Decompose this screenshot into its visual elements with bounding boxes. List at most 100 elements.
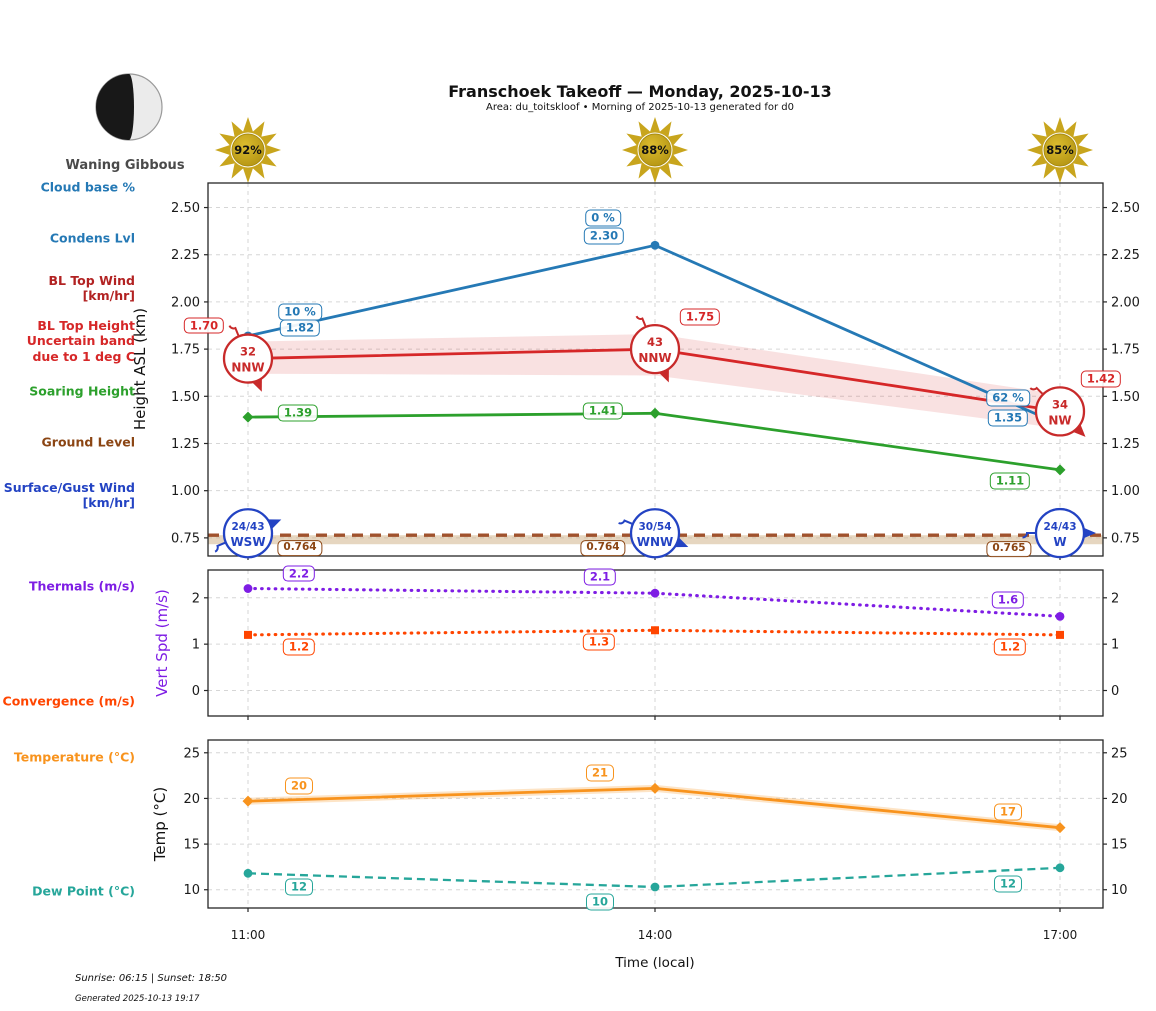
wind-annotation-WNW: 30/54 WNW [618, 508, 689, 559]
marker-square [651, 626, 659, 635]
chart-text: 2 [1111, 591, 1119, 606]
chart-text: 1 [1111, 638, 1119, 653]
chart-text: 1.25 [171, 437, 200, 452]
chart-text: 15 [1111, 838, 1128, 853]
wind-barb-tail [635, 315, 647, 327]
chart-text: 1.25 [1111, 437, 1140, 452]
legend-label-thermals-m-s-: Thermals (m/s) [28, 578, 135, 594]
legend-label-surface-gust-wind: Surface/Gust Wind [km/hr] [3, 479, 135, 510]
chart-text: 1.75 [171, 343, 200, 358]
chart-text: 24/43 [1043, 521, 1076, 533]
marker-circle [1055, 611, 1065, 621]
chart-text: 34 [1052, 397, 1068, 411]
chart-text: 32 [240, 345, 256, 359]
chart-text: 2.50 [1111, 201, 1140, 216]
point-label-thermals-m-s-: 2.1 [583, 568, 617, 586]
wind-annotation-NNW: 43 NNW [629, 315, 681, 383]
point-label-ground-level: 0.764 [580, 540, 626, 557]
chart-text: W [1053, 535, 1066, 549]
marker-diamond [242, 795, 254, 807]
chart-text: 10 [183, 883, 200, 898]
point-label-convergence-m-s-: 1.2 [993, 638, 1027, 656]
wind-arrow [658, 368, 669, 383]
chart-text: 0 [192, 684, 200, 699]
chart-text: 0.75 [1111, 531, 1140, 546]
chart-text: 15 [183, 838, 200, 853]
chart-text: 88% [641, 143, 669, 157]
point-label-ground-level: 0.765 [986, 541, 1032, 557]
legend-label-bl-top-height: BL Top Height Uncertain band due to 1 de… [26, 318, 135, 364]
wind-annotation-WSW: 24/43 WSW [214, 508, 282, 559]
marker-diamond [242, 411, 254, 423]
legend-label-cloud-base-: Cloud base % [40, 179, 135, 195]
marker-circle [650, 240, 660, 250]
marker-circle [1055, 863, 1065, 873]
chart-text: 2.25 [171, 248, 200, 263]
sun-times-footer: Sunrise: 06:15 | Sunset: 18:50 [75, 973, 228, 984]
point-label-condens-lvl: 2.30 [583, 227, 625, 245]
point-label-cloud-base-: 10 % [278, 303, 322, 321]
sun-icon: 92% [215, 117, 281, 183]
marker-circle [650, 882, 660, 892]
chart-text: 2.25 [1111, 248, 1140, 263]
chart-text: NW [1048, 413, 1071, 427]
point-label-temperature-c-: 21 [585, 764, 615, 782]
wind-barb-tail [214, 541, 226, 553]
x-tick-17:00: 17:00 [1042, 928, 1078, 942]
point-label-soaring-height: 1.39 [277, 404, 319, 422]
chart-text: NNW [638, 351, 671, 365]
chart-text: 30/54 [638, 521, 671, 533]
chart-text: 1.50 [171, 390, 200, 405]
point-label-condens-lvl: 1.35 [987, 409, 1029, 427]
legend-label-condens-lvl: Condens Lvl [49, 230, 135, 246]
chart-text: 10 [1111, 883, 1128, 898]
moon-icon [95, 73, 163, 141]
y-axis-label-height: Height ASL (km) [131, 307, 149, 431]
wind-arrow [1083, 527, 1096, 539]
point-label-ground-level: 0.764 [277, 540, 323, 557]
wind-arrow [267, 519, 282, 530]
uncertainty-band [248, 334, 1060, 429]
panel-frame [207, 739, 1104, 909]
point-label-bl-top-height: 1.75 [679, 308, 721, 326]
chart-text: 2 [192, 591, 200, 606]
wind-barb-tail [618, 519, 633, 525]
chart-text: 25 [183, 746, 200, 761]
generated-footer: Generated 2025-10-13 19:17 [75, 994, 200, 1004]
wind-barb-tail [1029, 386, 1044, 395]
point-label-cloud-base-: 0 % [585, 209, 621, 227]
wind-annotation-NW: 34 NW [1029, 386, 1086, 437]
chart-panel-2: 10 10 15 15 20 20 25 25 [183, 739, 1128, 912]
marker-square [1056, 630, 1064, 639]
chart-text: NNW [231, 361, 264, 375]
chart-text: 2.00 [1111, 295, 1140, 310]
chart-text: 20 [1111, 792, 1128, 807]
point-label-thermals-m-s-: 2.2 [282, 565, 316, 582]
chart-text: 25 [1111, 746, 1128, 761]
point-label-dew-point-c-: 10 [585, 893, 615, 911]
point-label-dew-point-c-: 12 [284, 878, 314, 896]
point-label-temperature-c-: 20 [284, 777, 314, 795]
moon-phase-label: Waning Gibbous [65, 158, 185, 173]
marker-diamond [649, 782, 661, 794]
wind-arrow [674, 537, 689, 548]
series-line-Soaring Height [247, 411, 1061, 472]
chart-panel-1: 0 0 1 1 2 2 [192, 569, 1119, 720]
chart-text: 2.00 [171, 295, 200, 310]
chart-text: 43 [647, 335, 663, 349]
legend-label-temperature-c-: Temperature (°C) [13, 749, 135, 765]
point-label-bl-top-height: 1.42 [1080, 370, 1122, 388]
wind-arrow [1072, 423, 1086, 437]
sun-icon: 85% [1027, 117, 1093, 183]
point-label-dew-point-c-: 12 [993, 875, 1023, 893]
wind-arrow [251, 377, 262, 392]
x-axis-label: Time (local) [615, 955, 695, 971]
point-label-bl-top-height: 1.70 [183, 317, 225, 335]
legend-label-bl-top-wind: BL Top Wind [km/hr] [48, 272, 135, 303]
wind-annotation-NNW: 32 NNW [222, 325, 274, 392]
wind-annotation-W: 24/43 W [1022, 507, 1096, 559]
legend-label-dew-point-c-: Dew Point (°C) [32, 883, 135, 899]
legend-label-ground-level: Ground Level [41, 434, 135, 450]
y-axis-label-vertspd: Vert Spd (m/s) [153, 589, 171, 697]
